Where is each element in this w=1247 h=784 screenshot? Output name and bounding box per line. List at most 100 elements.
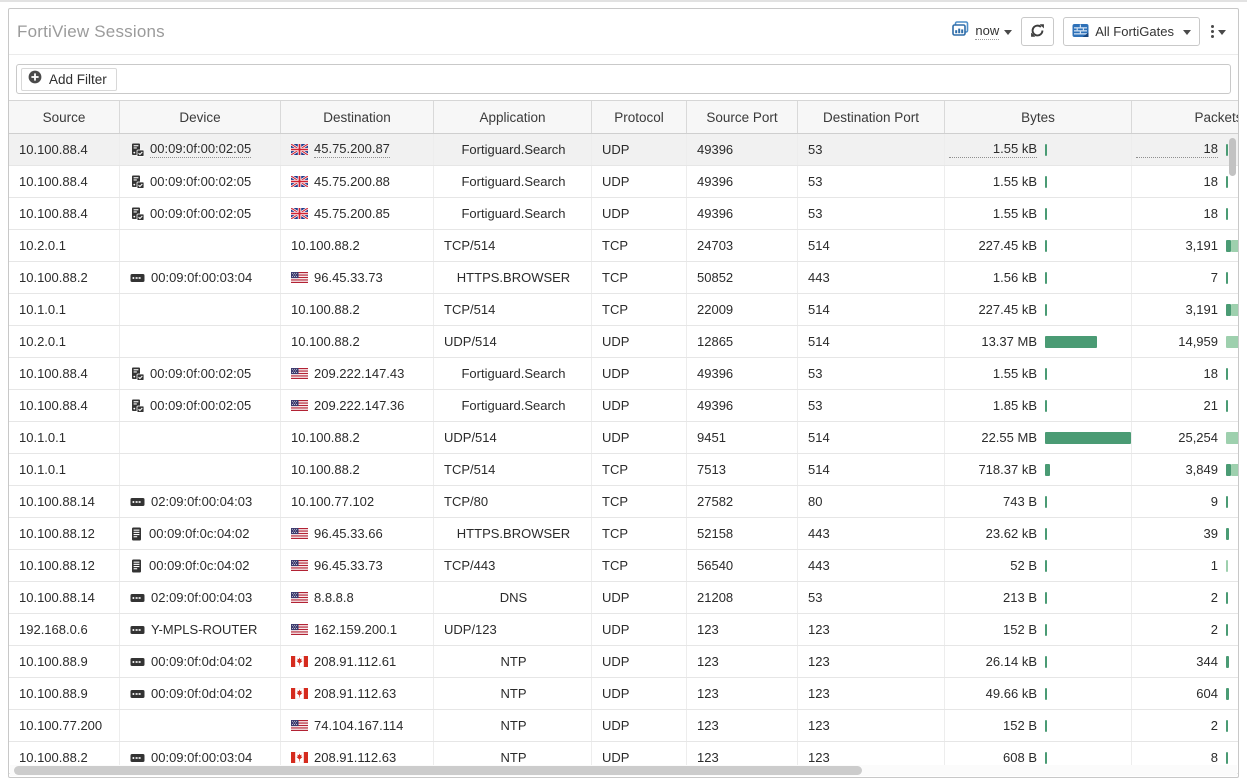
- fortigate-icon: [1072, 23, 1089, 41]
- destination-ip: 208.91.112.63: [314, 750, 397, 765]
- packets-bar: [1218, 678, 1238, 709]
- vertical-scrollbar[interactable]: [1229, 138, 1236, 176]
- column-header-packets[interactable]: Packets: [1132, 101, 1238, 133]
- source-port-cell: 123: [687, 742, 798, 773]
- column-header-application[interactable]: Application: [434, 101, 592, 133]
- source-ip: 10.2.0.1: [19, 334, 66, 349]
- column-header-source-port[interactable]: Source Port: [687, 101, 798, 133]
- table-row[interactable]: 10.100.88.4 00:09:0f:00:02:05 209.222.147.…: [9, 358, 1238, 390]
- application-name: Fortiguard.Search: [461, 206, 566, 221]
- add-filter-button[interactable]: Add Filter: [21, 67, 117, 91]
- packets-cell: 3,191: [1132, 230, 1238, 261]
- destination-cell: 96.45.33.73: [281, 262, 434, 293]
- packets-value: 1: [1210, 558, 1218, 573]
- bytes-cell: 743 B: [945, 486, 1132, 517]
- table-row[interactable]: 10.100.88.4 00:09:0f:00:02:05 209.222.147.…: [9, 390, 1238, 422]
- packets-bar: [1218, 454, 1238, 485]
- source-cell: 10.100.88.2: [9, 262, 120, 293]
- source-port: 56540: [697, 558, 734, 573]
- column-header-destination-port[interactable]: Destination Port: [798, 101, 945, 133]
- table-row[interactable]: 10.100.88.4 00:09:0f:00:02:05 45.75.200.88…: [9, 166, 1238, 198]
- packets-cell: 9: [1132, 486, 1238, 517]
- refresh-button[interactable]: [1021, 17, 1055, 46]
- device-id: 02:09:0f:00:04:03: [151, 590, 253, 605]
- protocol-cell: UDP: [592, 358, 687, 389]
- protocol: TCP: [602, 526, 628, 541]
- table-row[interactable]: 10.100.88.9 00:09:0f:0d:04:02 208.91.112.6…: [9, 678, 1238, 710]
- destination-cell: 10.100.88.2: [281, 230, 434, 261]
- device-id: 00:09:0f:00:03:04: [151, 750, 253, 765]
- table-row[interactable]: 10.100.88.12 00:09:0f:0c:04:02 96.45.33.66…: [9, 518, 1238, 550]
- device-id: 00:09:0f:0d:04:02: [151, 686, 253, 701]
- destination-ip: 162.159.200.1: [314, 622, 398, 637]
- fortigate-selector-button[interactable]: All FortiGates: [1063, 17, 1200, 46]
- bytes-bar: [1037, 550, 1131, 581]
- table-row[interactable]: 10.100.88.9 00:09:0f:0d:04:02 208.91.112.6…: [9, 646, 1238, 678]
- bytes-value: 743 B: [1003, 494, 1037, 509]
- server-check-icon: [130, 207, 144, 221]
- bytes-cell: 13.37 MB: [945, 326, 1132, 357]
- packets-cell: 344: [1132, 646, 1238, 677]
- application-name: HTTPS.BROWSER: [456, 270, 571, 285]
- table-row[interactable]: 10.100.88.4 00:09:0f:00:02:05 45.75.200.87…: [9, 134, 1238, 166]
- destination-ip: 96.45.33.73: [314, 270, 383, 285]
- bytes-value: 1.55 kB: [949, 141, 1037, 158]
- column-header-destination[interactable]: Destination: [281, 101, 434, 133]
- source-ip: 10.100.88.9: [19, 686, 88, 701]
- source-ip: 10.1.0.1: [19, 462, 66, 477]
- packets-value: 8: [1210, 750, 1218, 765]
- destination-ip: 8.8.8.8: [314, 590, 354, 605]
- table-row[interactable]: 10.1.0.1 10.100.88.2 TCP/514 TCP 7513 514 718.…: [9, 454, 1238, 486]
- bytes-bar: [1037, 326, 1131, 357]
- protocol: UDP: [602, 334, 630, 349]
- tablet-icon: [130, 527, 143, 541]
- protocol-cell: TCP: [592, 262, 687, 293]
- dest-port: 514: [808, 430, 830, 445]
- bytes-bar: [1037, 646, 1131, 677]
- destination-port-cell: 443: [798, 550, 945, 581]
- protocol-cell: UDP: [592, 134, 687, 165]
- router-icon: [130, 271, 145, 285]
- column-header-bytes[interactable]: Bytes: [945, 101, 1132, 133]
- application-cell: Fortiguard.Search: [434, 166, 592, 197]
- destination-cell: 10.100.88.2: [281, 326, 434, 357]
- table-row[interactable]: 10.2.0.1 10.100.88.2 UDP/514 UDP 12865 514 13.…: [9, 326, 1238, 358]
- protocol-cell: UDP: [592, 678, 687, 709]
- more-options-menu[interactable]: [1209, 25, 1228, 38]
- table-row[interactable]: 10.100.77.200 74.104.167.114 NTP UDP 123 123 1…: [9, 710, 1238, 742]
- destination-port-cell: 53: [798, 134, 945, 165]
- bytes-value: 1.85 kB: [992, 398, 1037, 413]
- table-row[interactable]: 192.168.0.6 Y-MPLS-ROUTER 162.159.200.1 UDP…: [9, 614, 1238, 646]
- application-cell: TCP/514: [434, 230, 592, 261]
- horizontal-scrollbar[interactable]: [14, 766, 862, 775]
- bytes-value: 22.55 MB: [981, 430, 1037, 445]
- source-port-cell: 123: [687, 646, 798, 677]
- source-port-cell: 56540: [687, 550, 798, 581]
- table-row[interactable]: 10.1.0.1 10.100.88.2 TCP/514 TCP 22009 514 227…: [9, 294, 1238, 326]
- destination-port-cell: 53: [798, 166, 945, 197]
- table-row[interactable]: 10.100.88.14 02:09:0f:00:04:03 10.100.77.1…: [9, 486, 1238, 518]
- table-row[interactable]: 10.2.0.1 10.100.88.2 TCP/514 TCP 24703 514 227…: [9, 230, 1238, 262]
- uk-flag-icon: [291, 176, 308, 187]
- time-period-dropdown[interactable]: now: [952, 21, 1013, 42]
- table-row[interactable]: 10.100.88.4 00:09:0f:00:02:05 45.75.200.85…: [9, 198, 1238, 230]
- column-header-device[interactable]: Device: [120, 101, 281, 133]
- destination-port-cell: 123: [798, 614, 945, 645]
- table-row[interactable]: 10.100.88.2 00:09:0f:00:03:04 96.45.33.73 H…: [9, 262, 1238, 294]
- bytes-cell: 227.45 kB: [945, 230, 1132, 261]
- destination-port-cell: 53: [798, 358, 945, 389]
- report-layers-icon: [952, 21, 970, 42]
- protocol-cell: TCP: [592, 550, 687, 581]
- column-header-protocol[interactable]: Protocol: [592, 101, 687, 133]
- packets-bar: [1218, 422, 1238, 453]
- source-cell: 10.100.88.4: [9, 198, 120, 229]
- source-ip: 10.100.88.4: [19, 206, 88, 221]
- source-port-cell: 123: [687, 678, 798, 709]
- table-row[interactable]: 10.100.88.14 02:09:0f:00:04:03 8.8.8.8 DNS U…: [9, 582, 1238, 614]
- table-row[interactable]: 10.100.88.12 00:09:0f:0c:04:02 96.45.33.73…: [9, 550, 1238, 582]
- us-flag-icon: [291, 592, 308, 603]
- column-header-source[interactable]: Source: [9, 101, 120, 133]
- table-row[interactable]: 10.1.0.1 10.100.88.2 UDP/514 UDP 9451 514 22.5…: [9, 422, 1238, 454]
- source-port: 123: [697, 686, 719, 701]
- destination-port-cell: 514: [798, 422, 945, 453]
